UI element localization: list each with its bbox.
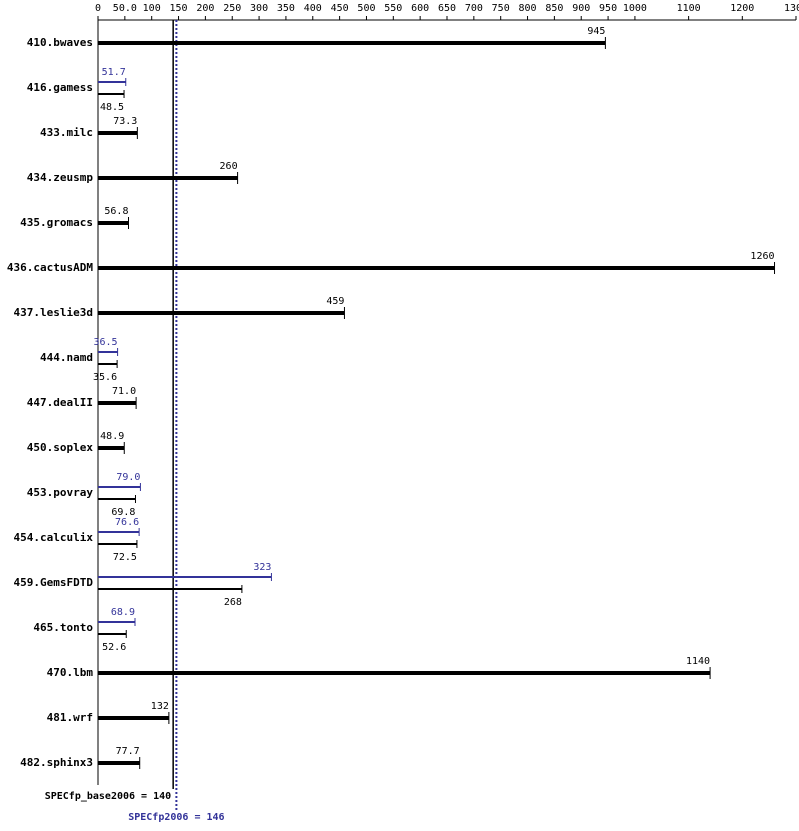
x-tick-label: 100: [143, 3, 161, 14]
bar: [98, 446, 125, 450]
x-tick-label: 150: [170, 3, 188, 14]
value-label: 69.8: [111, 507, 135, 518]
x-tick-label: 0: [95, 3, 101, 14]
value-label: 35.6: [93, 372, 117, 383]
value-label: 68.9: [111, 607, 135, 618]
bar: [98, 761, 140, 765]
category-label: 410.bwaves: [27, 36, 93, 49]
bar: [98, 486, 141, 488]
value-label: 1140: [686, 656, 710, 667]
x-tick-label: 800: [519, 3, 537, 14]
x-tick-label: 750: [492, 3, 510, 14]
category-label: 450.soplex: [27, 441, 94, 454]
x-tick-label: 50.0: [113, 3, 137, 14]
reference-label: SPECfp2006 = 146: [128, 812, 224, 823]
value-label: 260: [220, 161, 238, 172]
bar: [98, 363, 118, 365]
bar: [98, 266, 775, 270]
category-label: 453.povray: [27, 486, 94, 499]
bar: [98, 576, 272, 578]
category-label: 433.milc: [40, 126, 93, 139]
x-tick-label: 600: [411, 3, 429, 14]
bar: [98, 311, 345, 315]
category-label: 416.gamess: [27, 81, 93, 94]
value-label: 72.5: [113, 552, 137, 563]
bar: [98, 588, 242, 590]
value-label: 1260: [750, 251, 774, 262]
value-label: 132: [151, 701, 169, 712]
value-label: 48.5: [100, 102, 124, 113]
value-label: 77.7: [116, 746, 140, 757]
x-tick-label: 250: [223, 3, 241, 14]
x-tick-label: 900: [572, 3, 590, 14]
category-label: 482.sphinx3: [20, 756, 93, 769]
bar: [98, 176, 238, 180]
bar: [98, 633, 127, 635]
category-label: 434.zeusmp: [27, 171, 94, 184]
value-label: 51.7: [102, 67, 126, 78]
category-label: 470.lbm: [47, 666, 94, 679]
value-label: 73.3: [113, 116, 137, 127]
value-label: 459: [326, 296, 344, 307]
category-label: 454.calculix: [14, 531, 94, 544]
value-label: 48.9: [100, 431, 124, 442]
x-tick-label: 300: [250, 3, 268, 14]
value-label: 36.5: [94, 337, 118, 348]
x-tick-label: 350: [277, 3, 295, 14]
x-tick-label: 1300: [784, 3, 799, 14]
value-label: 56.8: [104, 206, 128, 217]
value-label: 323: [253, 562, 271, 573]
bar: [98, 81, 126, 83]
bar: [98, 543, 137, 545]
category-label: 481.wrf: [47, 711, 93, 724]
x-tick-label: 1200: [730, 3, 754, 14]
x-tick-label: 550: [384, 3, 402, 14]
bar: [98, 221, 129, 225]
bar: [98, 41, 606, 45]
x-tick-label: 200: [196, 3, 214, 14]
value-label: 71.0: [112, 386, 136, 397]
category-label: 465.tonto: [33, 621, 93, 634]
category-label: 435.gromacs: [20, 216, 93, 229]
bar: [98, 671, 711, 675]
value-label: 52.6: [102, 642, 126, 653]
x-tick-label: 650: [438, 3, 456, 14]
category-label: 459.GemsFDTD: [14, 576, 94, 589]
bar: [98, 93, 125, 95]
reference-label: SPECfp_base2006 = 140: [45, 791, 171, 802]
x-tick-label: 1000: [623, 3, 647, 14]
x-tick-label: 450: [331, 3, 349, 14]
x-tick-label: 500: [357, 3, 375, 14]
x-tick-label: 850: [545, 3, 563, 14]
value-label: 79.0: [116, 472, 140, 483]
category-label: 437.leslie3d: [14, 306, 93, 319]
x-tick-label: 700: [465, 3, 483, 14]
bar: [98, 401, 137, 405]
category-label: 444.namd: [40, 351, 93, 364]
bar: [98, 351, 118, 353]
bar: [98, 531, 140, 533]
bar: [98, 716, 169, 720]
bar: [98, 621, 135, 623]
value-label: 945: [587, 26, 605, 37]
bar: [98, 498, 136, 500]
value-label: 76.6: [115, 517, 139, 528]
x-tick-label: 950: [599, 3, 617, 14]
bar: [98, 131, 138, 135]
category-label: 436.cactusADM: [7, 261, 93, 274]
value-label: 268: [224, 597, 242, 608]
x-tick-label: 1100: [677, 3, 701, 14]
category-label: 447.dealII: [27, 396, 93, 409]
x-tick-label: 400: [304, 3, 322, 14]
